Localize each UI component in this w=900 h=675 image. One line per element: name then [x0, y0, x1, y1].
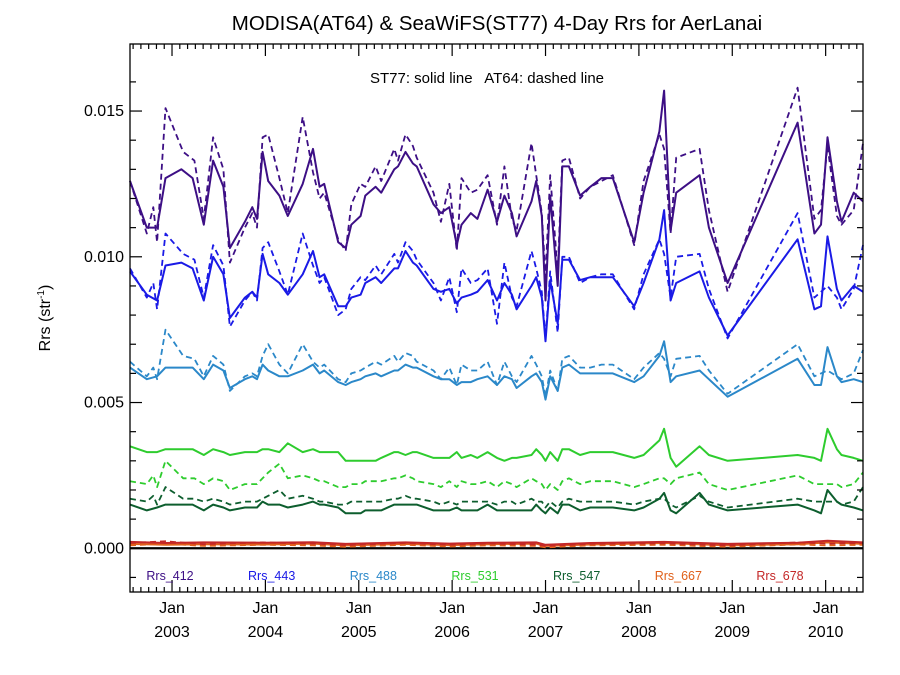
- y-tick-label: 0.010: [84, 249, 124, 266]
- x-axis-ticks: Jan 2003 Jan 2004 Jan 2005 Jan 2006 Jan 2007 Jan 20…: [132, 44, 858, 641]
- y-axis-label-sup: -1: [36, 290, 47, 299]
- y-axis-ticks: 0.000 0.005 0.010 0.015: [84, 81, 863, 579]
- x-tick-label-year: 2010: [808, 624, 844, 641]
- legend-entry-Rrs_412: Rrs_412: [146, 569, 193, 583]
- y-axis-label-main: Rrs (str: [37, 298, 54, 351]
- x-tick-label-year: 2005: [341, 624, 377, 641]
- x-tick-label-year: 2008: [621, 624, 657, 641]
- series-line-Rrs_488-dashed: [129, 328, 864, 398]
- x-tick-label-month: Jan: [813, 600, 839, 617]
- line-style-annotation: ST77: solid line AT64: dashed line: [370, 70, 604, 87]
- series-line-Rrs_412-solid: [129, 89, 864, 302]
- chart-title: MODISA(AT64) & SeaWiFS(ST77) 4-Day Rrs f…: [232, 12, 763, 35]
- series-line-Rrs_412-dashed: [129, 86, 864, 293]
- x-tick-label-year: 2003: [154, 624, 190, 641]
- series-line-Rrs_547-dashed: [129, 486, 864, 509]
- series-line-Rrs_488-solid: [129, 340, 864, 401]
- x-tick-label-month: Jan: [533, 600, 559, 617]
- series-line-Rrs_531-solid: [129, 427, 864, 468]
- legend: Rrs_412 Rrs_443 Rrs_488 Rrs_531 Rrs_547 Rrs_6…: [146, 569, 803, 583]
- y-tick-label: 0.015: [84, 103, 124, 120]
- x-tick-label-year: 2006: [434, 624, 470, 641]
- series-line-Rrs_443-solid: [129, 209, 864, 343]
- y-axis-label-close: ): [37, 285, 54, 290]
- x-tick-label-month: Jan: [719, 600, 745, 617]
- series-line-Rrs_547-solid: [129, 489, 864, 515]
- x-tick-label-month: Jan: [159, 600, 185, 617]
- series-line-Rrs_678-solid: [129, 539, 864, 546]
- x-tick-label-month: Jan: [439, 600, 465, 617]
- legend-entry-Rrs_443: Rrs_443: [248, 569, 295, 583]
- x-tick-label-month: Jan: [346, 600, 372, 617]
- y-tick-label: 0.000: [84, 540, 124, 557]
- legend-entry-Rrs_678: Rrs_678: [756, 569, 803, 583]
- series-line-Rrs_531-dashed: [129, 459, 864, 491]
- legend-entry-Rrs_667: Rrs_667: [655, 569, 702, 583]
- x-tick-label-month: Jan: [626, 600, 652, 617]
- legend-entry-Rrs_488: Rrs_488: [350, 569, 397, 583]
- x-tick-label-year: 2009: [714, 624, 750, 641]
- legend-entry-Rrs_547: Rrs_547: [553, 569, 600, 583]
- legend-entry-Rrs_531: Rrs_531: [451, 569, 498, 583]
- x-tick-label-month: Jan: [252, 600, 278, 617]
- y-tick-label: 0.005: [84, 395, 124, 412]
- x-tick-label-year: 2007: [528, 624, 564, 641]
- plot-frame: [129, 43, 864, 593]
- y-axis-label: Rrs (str-1): [36, 285, 54, 352]
- plot-area: [129, 86, 864, 550]
- x-tick-label-year: 2004: [248, 624, 284, 641]
